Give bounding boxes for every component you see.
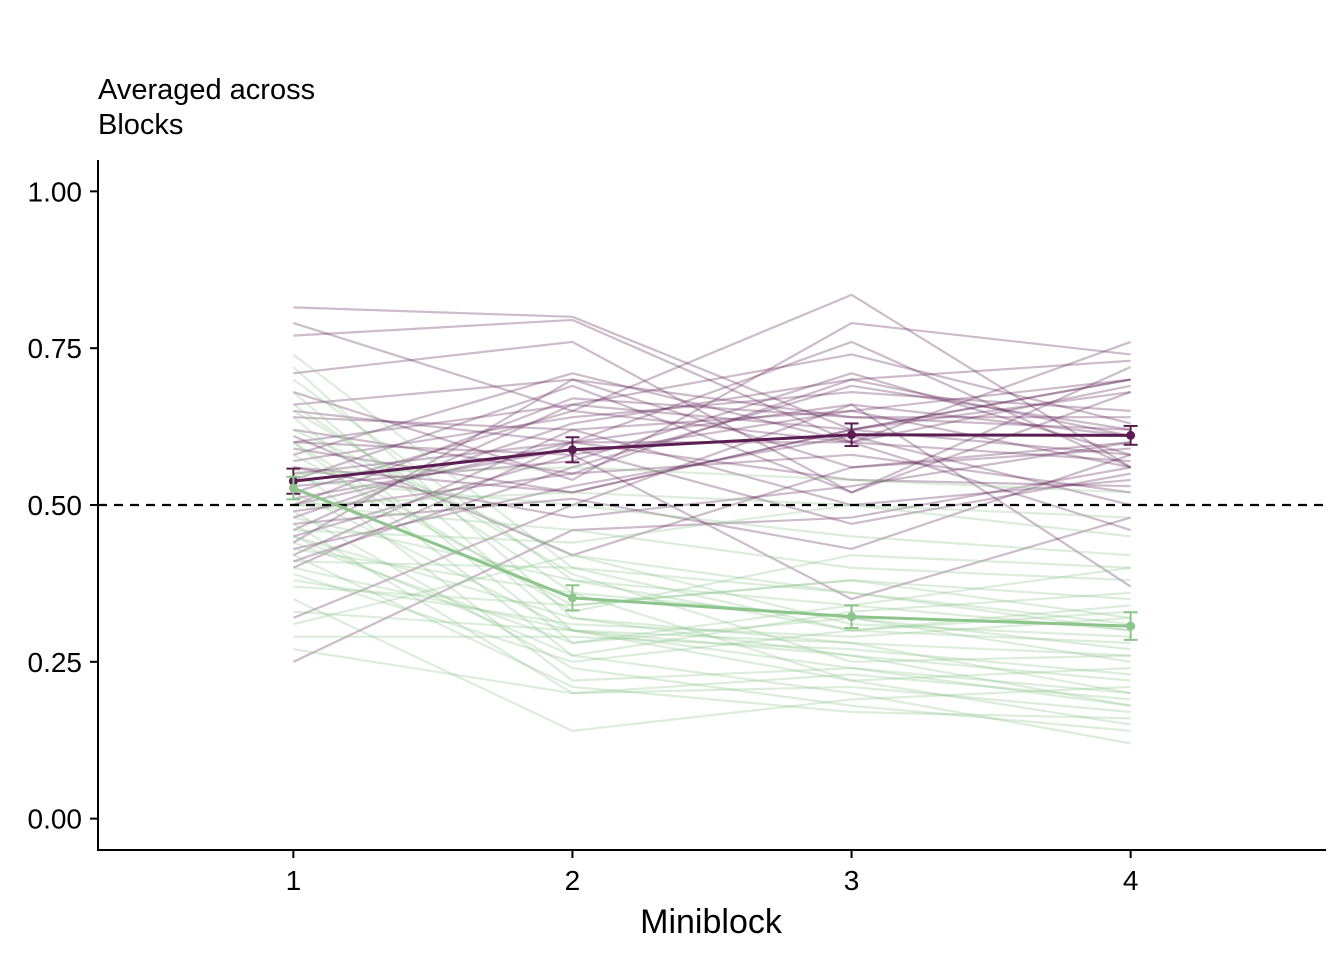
x-axis-title: Miniblock — [640, 903, 783, 941]
subject-line — [292, 554, 1131, 720]
subject-line — [293, 340, 1132, 469]
axes: 0.00 0.25 0.50 0.75 1.00 1 2 3 4 — [28, 160, 1326, 896]
y-tick-label: 1.00 — [28, 176, 83, 207]
chart-title-line-2: Blocks — [98, 109, 183, 141]
series-0-point — [567, 445, 577, 455]
y-tick-label: 0.25 — [28, 647, 83, 678]
subject-line — [292, 378, 1131, 544]
series-1-point — [847, 612, 857, 622]
subject-line — [293, 535, 1131, 682]
series-1-mean-line — [292, 486, 1131, 628]
subject-line — [293, 372, 1131, 488]
subject-line — [293, 390, 1131, 463]
series-0-point — [1126, 430, 1136, 440]
subject-line — [292, 378, 1131, 532]
series-1-point — [567, 593, 577, 603]
subject-line — [293, 384, 1131, 494]
subject-line — [292, 466, 1131, 663]
subject-line — [292, 391, 1131, 707]
subject-line — [293, 403, 1131, 475]
subject-line — [292, 416, 1131, 663]
y-tick-label: 0.00 — [28, 804, 83, 835]
subject-line — [293, 491, 1131, 519]
subject-line — [293, 579, 1131, 619]
subject-line — [292, 441, 1131, 745]
x-tick-label: 3 — [844, 865, 860, 896]
subject-line — [293, 648, 1131, 714]
subject-line — [293, 554, 1131, 638]
subject-line — [293, 635, 1131, 676]
subject-line — [293, 453, 1131, 513]
series-1-point — [1126, 621, 1136, 631]
subject-line — [292, 510, 1131, 732]
subject-line — [293, 441, 1131, 601]
subject-line — [293, 453, 1131, 551]
subject-line — [293, 378, 1131, 431]
subject-line — [293, 447, 1131, 525]
subject-line — [293, 560, 1131, 626]
subject-line — [293, 306, 1131, 456]
x-tick-label: 2 — [565, 865, 581, 896]
subject-line — [292, 366, 1131, 695]
subject-line — [292, 466, 1131, 695]
subject-line — [293, 503, 1131, 544]
subject-line — [292, 409, 1131, 663]
subject-line — [292, 428, 1131, 557]
subject-line — [293, 353, 1131, 444]
subject-line — [292, 353, 1131, 645]
subject-line — [292, 535, 1131, 657]
subject-line — [293, 441, 1131, 519]
subject-line — [292, 541, 1131, 645]
x-tick-label: 4 — [1123, 865, 1139, 896]
subject-line — [292, 491, 1131, 657]
subject-line — [293, 478, 1131, 557]
x-tick-label: 1 — [286, 865, 302, 896]
y-tick-label: 0.50 — [28, 490, 83, 521]
subject-line — [293, 434, 1131, 550]
subject-line — [293, 610, 1131, 707]
subject-line — [292, 441, 1131, 613]
subject-line — [292, 403, 1131, 726]
subject-line — [292, 598, 1131, 732]
subject-lines — [292, 293, 1132, 745]
subject-line — [293, 503, 1131, 582]
subject-line — [292, 522, 1131, 701]
subject-line — [293, 318, 1132, 444]
subject-line — [293, 409, 1131, 538]
subject-line — [292, 441, 1131, 569]
subject-line — [293, 378, 1131, 494]
chart-title-line-1: Averaged across — [98, 74, 315, 106]
subject-line — [292, 428, 1131, 632]
subject-line — [293, 340, 1132, 494]
subject-line — [293, 566, 1131, 682]
subject-line — [293, 391, 1131, 494]
mean-series-layer — [286, 422, 1138, 641]
subject-line — [293, 378, 1131, 431]
subject-line — [293, 572, 1131, 663]
chart-title: Averaged across Blocks — [98, 74, 315, 141]
subject-line — [293, 359, 1131, 475]
subject-line — [292, 403, 1132, 619]
series-0-mean-line — [293, 433, 1131, 483]
subject-line — [293, 579, 1131, 638]
y-tick-label: 0.75 — [28, 333, 83, 364]
subject-line — [293, 293, 1132, 469]
series-1-point — [288, 483, 298, 493]
subject-line — [292, 397, 1131, 507]
subject-line — [293, 378, 1131, 519]
series-0-point — [847, 430, 857, 440]
subject-line — [293, 365, 1132, 494]
subject-line — [293, 372, 1131, 463]
subject-line — [292, 378, 1131, 607]
subject-line — [292, 453, 1131, 607]
subject-line — [293, 384, 1131, 563]
subject-line — [292, 434, 1131, 557]
subject-line — [293, 547, 1131, 651]
subject-line — [293, 321, 1131, 482]
subject-line — [293, 466, 1131, 494]
